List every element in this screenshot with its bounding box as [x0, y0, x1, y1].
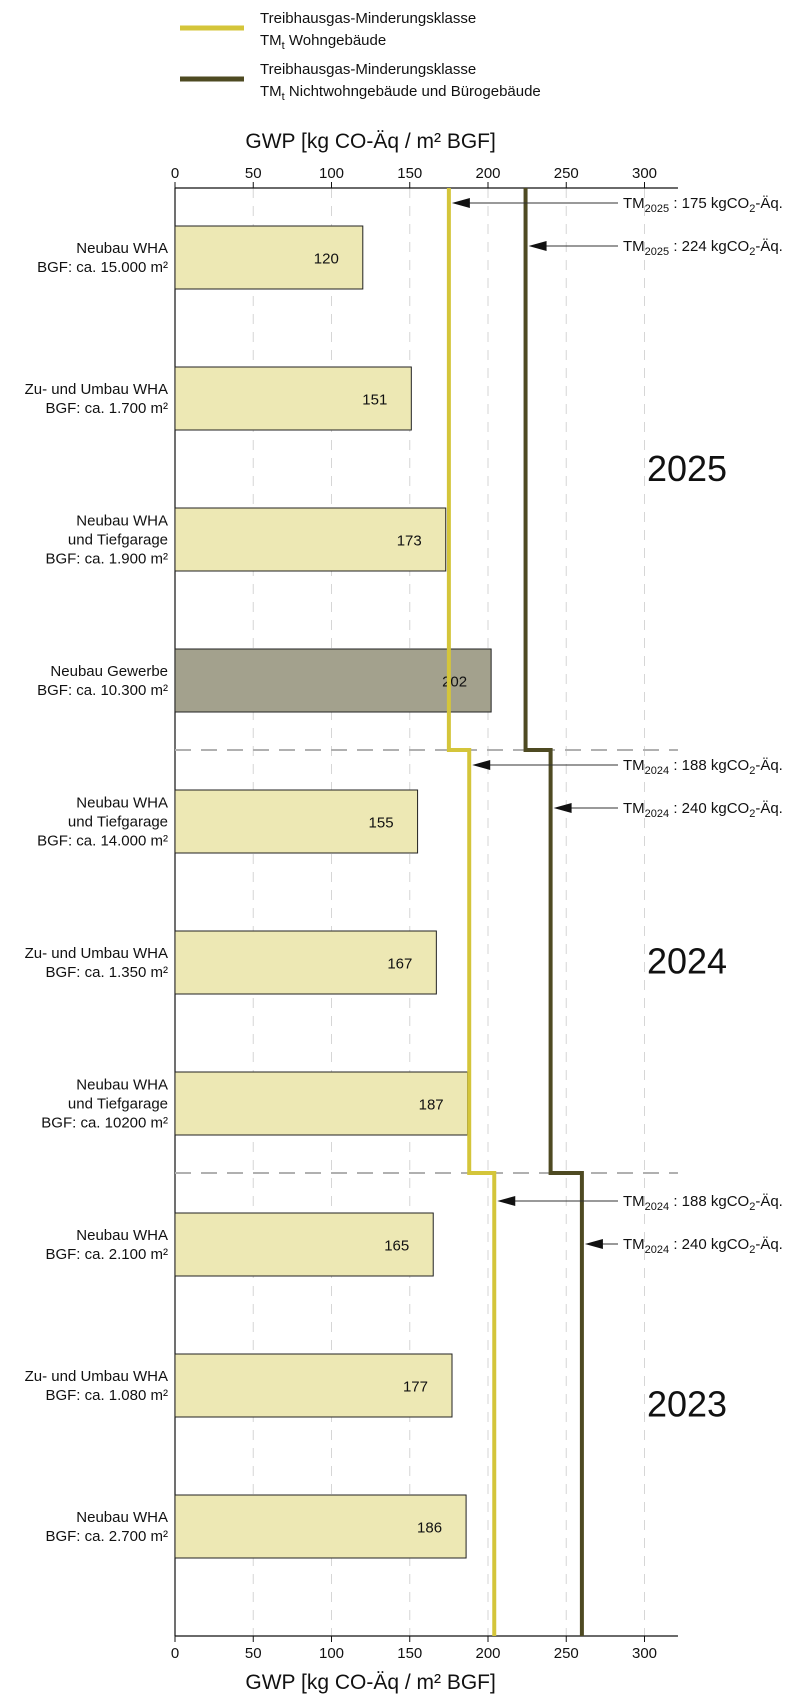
category-label: Neubau Gewerbe: [50, 663, 168, 680]
bar-value-label: 173: [397, 533, 422, 550]
category-label: Zu- und Umbau WHA: [25, 945, 168, 962]
group-separators: [175, 749, 678, 1174]
x-tick-label-top: 200: [475, 165, 500, 182]
bar: [174, 930, 437, 995]
bar: [174, 225, 364, 290]
x-axis-title-bottom: GWP [kg CO-Äq / m² BGF]: [245, 1671, 495, 1694]
threshold-line-wohn: [446, 188, 497, 1636]
category-label: und Tiefgarage: [68, 532, 168, 549]
year-label: 2023: [647, 1384, 727, 1425]
category-label: BGF: ca. 10.300 m²: [37, 682, 168, 699]
bar-value-label: 187: [419, 1097, 444, 1114]
bar: [174, 507, 447, 572]
category-label: und Tiefgarage: [68, 814, 168, 831]
annotations: TM2025 : 175 kgCO2-Äq. TM2025 : 224 kgCO2…: [451, 195, 783, 1256]
category-label: BGF: ca. 15.000 m²: [37, 259, 168, 276]
x-tick-label-top: 50: [245, 165, 262, 182]
bar: [174, 1353, 453, 1418]
annotation-label: TM2025 : 224 kgCO2-Äq.: [623, 238, 783, 258]
year-label: 2024: [647, 941, 727, 982]
bar-value-label: 120: [314, 251, 339, 268]
threshold-lines: [446, 188, 584, 1636]
legend-label: Treibhausgas-Minderungsklasse: [260, 10, 476, 27]
category-label: Neubau WHA: [76, 240, 168, 257]
legend: Treibhausgas-Minderungsklasse TMt Wohngeb…: [180, 10, 541, 103]
bar: [174, 1494, 467, 1559]
legend-label: Treibhausgas-Minderungsklasse: [260, 61, 476, 78]
category-label: Neubau WHA: [76, 1077, 168, 1094]
bar-value-label: 186: [417, 1520, 442, 1537]
x-tick-label-top: 300: [632, 165, 657, 182]
arrowhead: [497, 1196, 516, 1206]
arrowhead: [528, 241, 547, 251]
bar-value-label: 151: [362, 392, 387, 409]
x-tick-label-bottom: 50: [245, 1645, 262, 1662]
category-label: BGF: ca. 1.080 m²: [45, 1387, 168, 1404]
category-label: und Tiefgarage: [68, 1096, 168, 1113]
category-label: Zu- und Umbau WHA: [25, 381, 168, 398]
arrowhead: [553, 803, 572, 813]
bar-value-label: 167: [387, 956, 412, 973]
year-label: 2025: [647, 448, 727, 489]
category-label: BGF: ca. 1.900 m²: [45, 551, 168, 568]
bar: [174, 789, 419, 854]
bar-value-label: 202: [442, 674, 467, 691]
annotation-label: TM2025 : 175 kgCO2-Äq.: [623, 195, 783, 215]
x-tick-label-top: 100: [319, 165, 344, 182]
x-axis-title-top: GWP [kg CO-Äq / m² BGF]: [245, 130, 495, 153]
bars: 120 Neubau WHA BGF: ca. 15.000 m² 151 Zu- un…: [25, 225, 492, 1559]
bar-value-label: 155: [369, 815, 394, 832]
category-label: Neubau WHA: [76, 513, 168, 530]
bar: [174, 366, 412, 431]
arrowhead: [472, 760, 491, 770]
x-tick-label-bottom: 300: [632, 1645, 657, 1662]
category-label: BGF: ca. 1.700 m²: [45, 400, 168, 417]
category-label: BGF: ca. 2.100 m²: [45, 1246, 168, 1263]
annotation-label: TM2024 : 240 kgCO2-Äq.: [623, 800, 783, 820]
category-label: Neubau WHA: [76, 795, 168, 812]
x-tick-label-bottom: 0: [171, 1645, 179, 1662]
bar: [174, 1212, 434, 1277]
annotation-label: TM2024 : 240 kgCO2-Äq.: [623, 1236, 783, 1256]
x-tick-label-top: 250: [554, 165, 579, 182]
annotation-label: TM2024 : 188 kgCO2-Äq.: [623, 1193, 783, 1213]
legend-label: TMt Wohngebäude: [260, 32, 386, 52]
x-tick-label-bottom: 100: [319, 1645, 344, 1662]
axes: 0 0 50 50 100 100 150 150 200 200 250 250 300 300 GWP …: [171, 130, 678, 1694]
x-tick-label-bottom: 150: [397, 1645, 422, 1662]
x-tick-label-bottom: 200: [475, 1645, 500, 1662]
category-label: BGF: ca. 14.000 m²: [37, 833, 168, 850]
category-label: Neubau WHA: [76, 1509, 168, 1526]
arrowhead: [584, 1239, 603, 1249]
x-tick-label-top: 150: [397, 165, 422, 182]
category-label: BGF: ca. 1.350 m²: [45, 964, 168, 981]
year-labels: 2025 2024 2023: [647, 448, 727, 1425]
annotation-label: TM2024 : 188 kgCO2-Äq.: [623, 757, 783, 777]
category-label: BGF: ca. 2.700 m²: [45, 1528, 168, 1545]
bar-value-label: 165: [384, 1238, 409, 1255]
category-label: BGF: ca. 10200 m²: [41, 1115, 168, 1132]
x-tick-label-bottom: 250: [554, 1645, 579, 1662]
category-label: Neubau WHA: [76, 1227, 168, 1244]
x-tick-label-top: 0: [171, 165, 179, 182]
category-label: Zu- und Umbau WHA: [25, 1368, 168, 1385]
threshold-line-nichtwohn: [523, 188, 584, 1636]
bar: [174, 1071, 469, 1136]
arrowhead: [451, 198, 470, 208]
bar: [174, 648, 492, 713]
legend-label: TMt Nichtwohngebäude und Bürogebäude: [260, 83, 541, 103]
bar-value-label: 177: [403, 1379, 428, 1396]
